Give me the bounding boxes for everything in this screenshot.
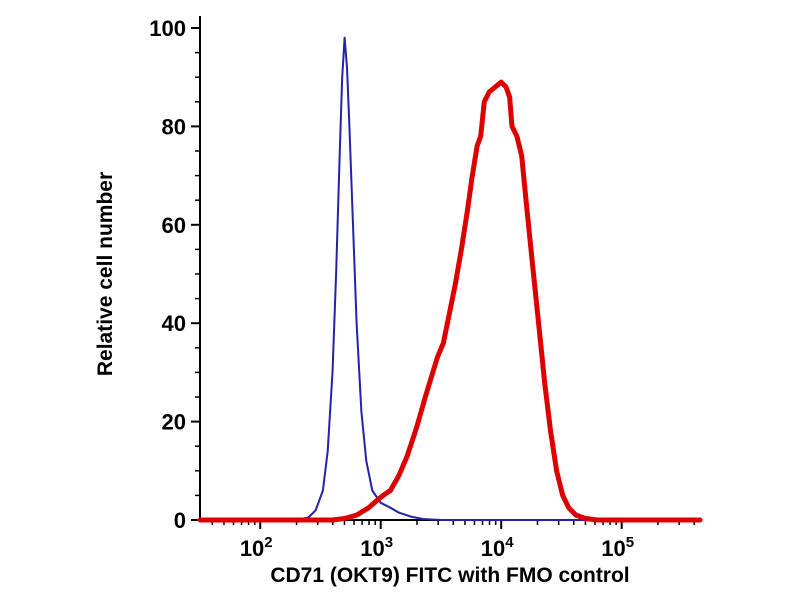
y-tick-label: 0: [174, 508, 186, 533]
y-tick-label: 100: [149, 16, 186, 41]
y-tick-label: 60: [162, 213, 186, 238]
curve-fmo-control: [199, 36, 701, 521]
y-tick-label: 40: [162, 311, 186, 336]
x-tick-label: 104: [481, 534, 514, 561]
axes: [191, 16, 700, 529]
y-axis-label: Relative cell number: [94, 172, 117, 376]
x-axis-label: CD71 (OKT9) FITC with FMO control: [270, 564, 629, 587]
curves: [197, 36, 703, 523]
x-tick-label: 105: [601, 534, 634, 561]
curve-cd71-fitc: [197, 79, 703, 523]
x-tick-label: 103: [360, 534, 393, 561]
y-tick-label: 80: [162, 114, 186, 139]
y-tick-label: 20: [162, 410, 186, 435]
x-tick-label: 102: [240, 534, 273, 561]
axis-frame: [199, 16, 700, 521]
tick-labels: 0 20 40 60 80 100 102 103 104 105: [149, 16, 634, 561]
